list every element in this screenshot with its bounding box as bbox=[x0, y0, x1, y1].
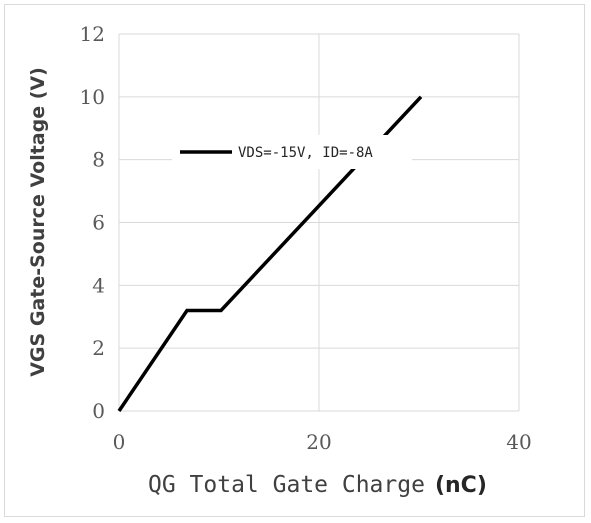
y-tick-label-12: 12 bbox=[80, 22, 105, 46]
x-axis-label: QG Total Gate Charge (nC) bbox=[148, 472, 487, 498]
x-axis-label-unit: (nC) bbox=[435, 473, 487, 498]
x-axis-label-main: QG Total Gate Charge bbox=[148, 472, 425, 498]
y-tick-label-6: 6 bbox=[92, 211, 105, 235]
series-layer bbox=[117, 95, 423, 412]
y-tick-label-0: 0 bbox=[92, 399, 105, 423]
y-tick-label-2: 2 bbox=[92, 336, 105, 360]
axes bbox=[118, 34, 519, 412]
y-tick-label-10: 10 bbox=[80, 85, 105, 109]
series-line-0 bbox=[117, 95, 423, 412]
chart-frame bbox=[4, 4, 585, 517]
x-tick-label-40: 40 bbox=[506, 430, 531, 454]
x-tick-label-0: 0 bbox=[113, 430, 126, 454]
y-axis-label: VGS Gate-Source Voltage (V) bbox=[27, 67, 49, 377]
tick-labels: 0 2 4 6 8 10 12 0 20 40 bbox=[80, 22, 532, 454]
grid-lines bbox=[119, 33, 520, 411]
y-tick-label-4: 4 bbox=[92, 273, 105, 297]
y-tick-label-8: 8 bbox=[92, 148, 105, 172]
x-tick-label-20: 20 bbox=[306, 430, 331, 454]
legend-label: VDS=-15V, ID=-8A bbox=[238, 145, 373, 161]
legend: VDS=-15V, ID=-8A bbox=[172, 135, 412, 169]
